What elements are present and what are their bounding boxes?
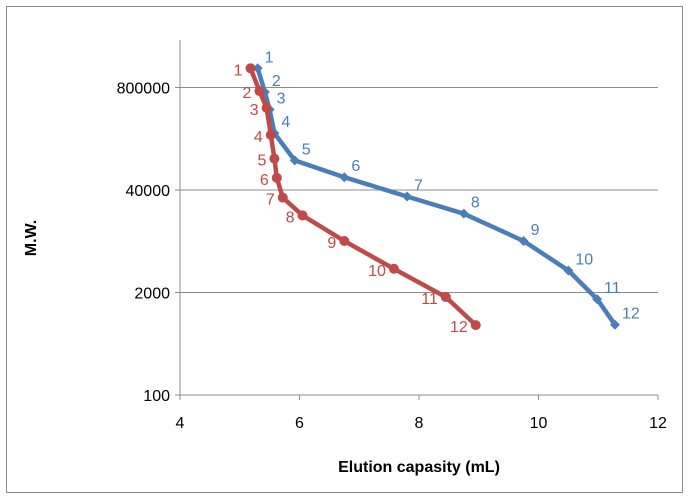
x-tick-label: 8: [415, 415, 424, 432]
data-point-circle: [271, 172, 282, 183]
data-label: 11: [421, 291, 438, 308]
data-point-circle: [245, 63, 256, 74]
x-tick-label: 10: [530, 415, 548, 432]
data-label: 7: [414, 178, 423, 195]
data-point-circle: [265, 129, 276, 140]
data-point-diamond: [402, 191, 413, 202]
data-label: 8: [471, 195, 480, 212]
data-label: 1: [234, 62, 243, 79]
data-point-diamond: [252, 63, 263, 74]
data-point-diamond: [458, 208, 469, 219]
x-axis-title: Elution capasity (mL): [338, 459, 500, 476]
data-label: 7: [266, 192, 275, 209]
x-tick-label: 6: [295, 415, 304, 432]
data-point-circle: [470, 320, 481, 331]
y-tick-label: 800000: [117, 80, 170, 97]
data-point-circle: [269, 153, 280, 164]
data-point-diamond: [518, 236, 529, 247]
data-label: 9: [531, 222, 540, 239]
data-label: 3: [277, 90, 286, 107]
data-label: 5: [302, 141, 311, 158]
data-label: 11: [604, 280, 621, 297]
data-label: 6: [260, 172, 269, 189]
data-point-diamond: [563, 265, 574, 276]
x-tick-label: 4: [176, 415, 185, 432]
data-label: 10: [368, 263, 386, 280]
data-label: 10: [575, 252, 593, 269]
axis-labels: Elution capasity (mL) M.W.: [23, 220, 500, 476]
data-label: 8: [286, 209, 295, 226]
data-point-circle: [440, 292, 451, 303]
y-tick-label: 40000: [126, 183, 171, 200]
data-point-circle: [254, 86, 265, 97]
data-label: 4: [281, 114, 290, 131]
data-point-diamond: [609, 319, 620, 330]
data-point-diamond: [339, 172, 350, 183]
x-tick-label: 12: [649, 415, 667, 432]
data-point-circle: [277, 192, 288, 203]
data-label: 6: [351, 158, 360, 175]
y-axis-title: M.W.: [23, 220, 40, 256]
data-label: 9: [327, 235, 336, 252]
data-label: 3: [250, 102, 259, 119]
chart-area-border: [6, 6, 683, 493]
y-tick-label: 100: [143, 388, 170, 405]
data-point-circle: [388, 263, 399, 274]
data-point-circle: [339, 236, 350, 247]
data-label: 12: [622, 306, 640, 323]
data-label: 1: [265, 49, 274, 66]
data-point-circle: [297, 210, 308, 221]
data-label: 4: [254, 129, 263, 146]
data-point-diamond: [289, 155, 300, 166]
data-point-diamond: [592, 294, 603, 305]
data-label: 12: [450, 319, 468, 336]
y-tick-label: 2000: [134, 285, 170, 302]
data-label: 2: [243, 85, 252, 102]
data-label: 2: [272, 73, 281, 90]
data-label: 5: [257, 153, 266, 170]
data-point-circle: [261, 102, 272, 113]
